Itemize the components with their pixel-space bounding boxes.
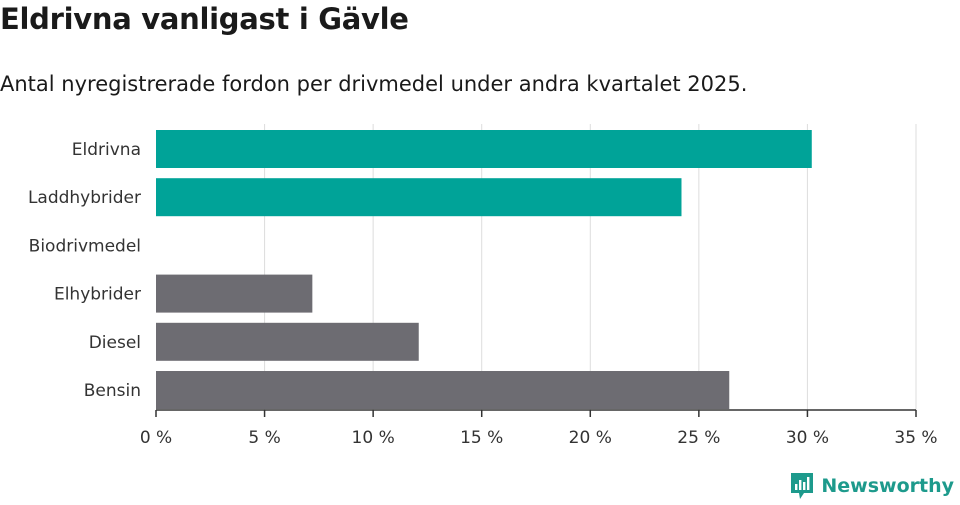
chart-subtitle: Antal nyregistrerade fordon per drivmede…	[0, 72, 748, 96]
x-tick-label: 15 %	[460, 428, 503, 448]
x-tick-label: 0 %	[140, 428, 172, 448]
category-label: Laddhybrider	[28, 188, 141, 208]
x-tick-label: 20 %	[569, 428, 612, 448]
category-label: Bensin	[84, 381, 141, 401]
category-label: Eldrivna	[72, 140, 141, 160]
category-label: Elhybrider	[54, 285, 141, 305]
bar	[156, 274, 313, 313]
category-label: Biodrivmedel	[29, 236, 141, 256]
brand-logo: Newsworthy	[789, 471, 954, 501]
bar	[156, 371, 730, 409]
brand-name: Newsworthy	[821, 475, 954, 497]
newsworthy-logo-icon	[791, 473, 814, 499]
chart-title: Eldrivna vanligast i Gävle	[0, 2, 409, 36]
x-tick-label: 30 %	[786, 428, 829, 448]
bar	[156, 178, 682, 217]
bar-chart: Eldrivna Laddhybrider Biodrivmedel Elhybrid…	[28, 124, 938, 448]
x-tick-label: 5 %	[248, 428, 280, 448]
x-tick-label: 25 %	[677, 428, 720, 448]
x-tick-label: 35 %	[894, 428, 937, 448]
category-label: Diesel	[89, 333, 141, 353]
bar	[156, 322, 419, 361]
x-tick-label: 10 %	[352, 428, 395, 448]
bar	[156, 130, 812, 168]
